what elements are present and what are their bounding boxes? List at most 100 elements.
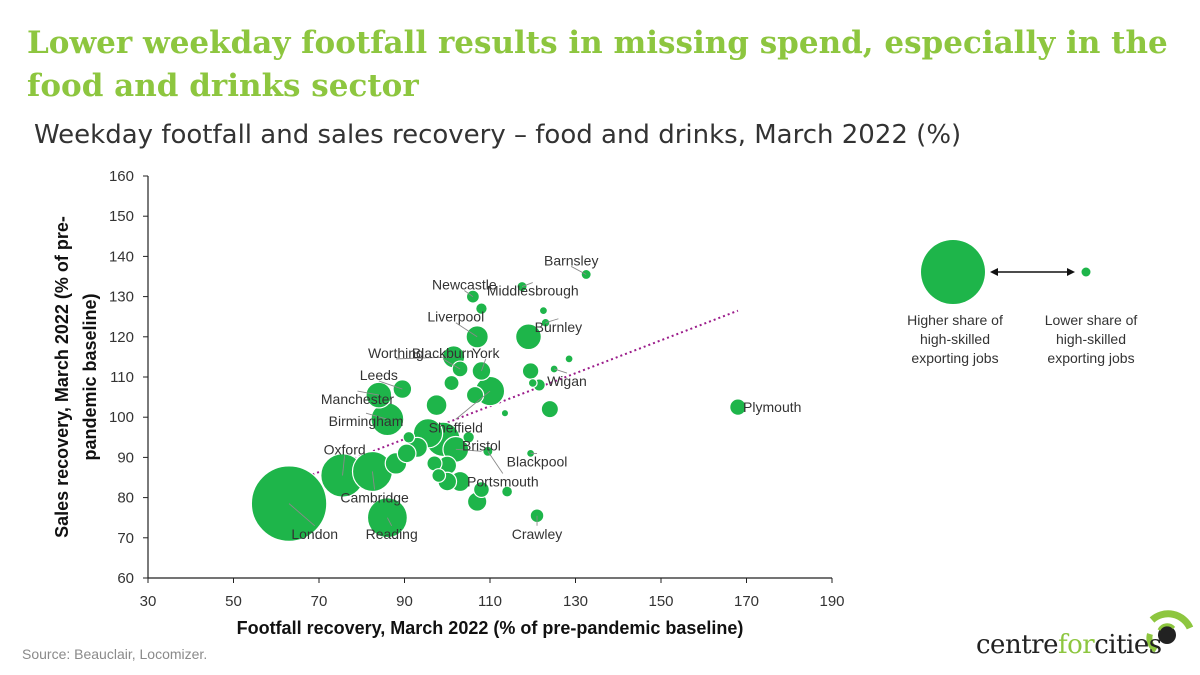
chart-title: Weekday footfall and sales recovery – fo… xyxy=(34,120,962,150)
bubble-point xyxy=(515,323,542,351)
legend-low-label: Lower share of xyxy=(1045,312,1138,328)
label-wigan: Wigan xyxy=(547,373,587,389)
label-birmingham: Birmingham xyxy=(329,413,404,429)
leader-line xyxy=(455,390,491,420)
label-burnley: Burnley xyxy=(535,319,582,335)
leader-line xyxy=(545,318,559,324)
bubble-point xyxy=(500,408,510,418)
leader-line xyxy=(288,503,316,527)
label-barnsley: Barnsley xyxy=(544,252,598,268)
x-tick-label: 130 xyxy=(563,593,588,610)
y-tick-label: 100 xyxy=(109,409,134,426)
leader-line xyxy=(455,448,482,452)
label-london: London xyxy=(291,526,338,542)
label-blackburn: Blackburn xyxy=(412,345,474,361)
bubble-point xyxy=(521,362,540,380)
leader-line xyxy=(487,451,504,474)
label-leeds: Leeds xyxy=(360,367,398,383)
label-plymouth: Plymouth xyxy=(743,399,801,415)
label-sheffield: Sheffield xyxy=(429,419,483,435)
y-tick-label: 110 xyxy=(110,369,134,386)
bubble-point xyxy=(465,385,485,405)
leader-line xyxy=(481,358,487,372)
leader-line xyxy=(464,290,474,297)
y-tick-label: 80 xyxy=(117,490,134,507)
headline: Lower weekday footfall results in missin… xyxy=(27,25,1168,104)
y-tick-label: 120 xyxy=(109,329,134,346)
bubble-point xyxy=(540,399,560,419)
bubble-point xyxy=(472,481,490,499)
legend-small-bubble xyxy=(1081,267,1091,277)
y-tick-label: 70 xyxy=(117,530,134,547)
label-middlesbrough: Middlesbrough xyxy=(487,283,579,299)
y-axis-title-line: pandemic baseline) xyxy=(80,293,100,460)
leader-line xyxy=(442,358,461,370)
x-tick-label: 50 xyxy=(225,593,242,610)
legend-arrow-left-icon xyxy=(990,268,998,276)
bubble-point xyxy=(538,306,549,316)
y-tick-label: 140 xyxy=(109,248,134,265)
bubble-point xyxy=(402,430,416,444)
centre-for-cities-logo: centreforcities xyxy=(976,604,1194,664)
logo-word-cities: cities xyxy=(1094,630,1162,660)
leader-line xyxy=(521,282,533,287)
leader-line xyxy=(378,380,403,390)
legend-large-bubble xyxy=(921,240,985,304)
x-axis-title: Footfall recovery, March 2022 (% of pre-… xyxy=(237,618,744,638)
label-liverpool: Liverpool xyxy=(427,309,484,325)
leader-line xyxy=(387,517,393,526)
x-tick-label: 30 xyxy=(140,593,157,610)
x-tick-label: 110 xyxy=(478,593,502,610)
leader-line xyxy=(365,412,388,420)
legend-high-label: exporting jobs xyxy=(911,350,998,366)
y-axis-title-line: Sales recovery, March 2022 (% of pre- xyxy=(52,216,72,538)
bubble-point xyxy=(501,485,514,498)
legend-low-label: exporting jobs xyxy=(1047,350,1134,366)
leader-lines-group xyxy=(288,266,587,527)
bubble-point xyxy=(475,302,488,316)
label-bristol: Bristol xyxy=(462,437,501,453)
y-tick-label: 60 xyxy=(117,570,134,587)
leader-line xyxy=(357,390,379,396)
leader-line xyxy=(553,368,568,374)
leader-line xyxy=(342,455,346,476)
bubble-york xyxy=(471,361,492,381)
bubble-plymouth xyxy=(729,398,747,416)
legend-high-label: high-skilled xyxy=(920,331,990,347)
logo-mark-icon xyxy=(1146,610,1194,653)
y-tick-label: 130 xyxy=(109,289,134,306)
label-york: York xyxy=(472,345,501,361)
bubble-point xyxy=(462,430,475,444)
logo-word-centre: centre xyxy=(976,630,1058,660)
bubble-point xyxy=(396,443,417,464)
y-tick-label: 90 xyxy=(117,449,134,466)
x-tick-label: 170 xyxy=(734,593,759,610)
label-blackpool: Blackpool xyxy=(507,453,568,469)
label-worthing: Worthing xyxy=(368,345,424,361)
legend-high-label: Higher share of xyxy=(907,312,1003,328)
label-manchester: Manchester xyxy=(321,391,394,407)
label-oxford: Oxford xyxy=(324,441,366,457)
x-tick-label: 90 xyxy=(396,593,413,610)
bubble-point xyxy=(527,378,538,388)
y-tick-label: 150 xyxy=(109,208,134,225)
label-portsmouth: Portsmouth xyxy=(467,474,539,490)
leader-line xyxy=(571,266,587,275)
bubble-point xyxy=(431,468,447,483)
x-tick-label: 150 xyxy=(648,593,673,610)
leader-line xyxy=(371,471,376,490)
y-tick-label: 160 xyxy=(109,168,134,185)
legend-arrow-right-icon xyxy=(1067,268,1075,276)
x-tick-label: 70 xyxy=(311,593,328,610)
label-newcastle: Newcastle xyxy=(432,277,497,293)
legend-low-label: high-skilled xyxy=(1056,331,1126,347)
bubble-point xyxy=(564,354,574,364)
label-reading: Reading xyxy=(366,526,418,542)
logo-wordmark: centreforcities xyxy=(976,630,1162,660)
axes: 30 50 70 90 110 130 150 170 190 60 70 80 90 100 110 120… xyxy=(109,168,845,610)
leader-line xyxy=(395,356,454,360)
source-note: Source: Beauclair, Locomizer. xyxy=(22,646,208,662)
bubble-point xyxy=(443,374,460,392)
